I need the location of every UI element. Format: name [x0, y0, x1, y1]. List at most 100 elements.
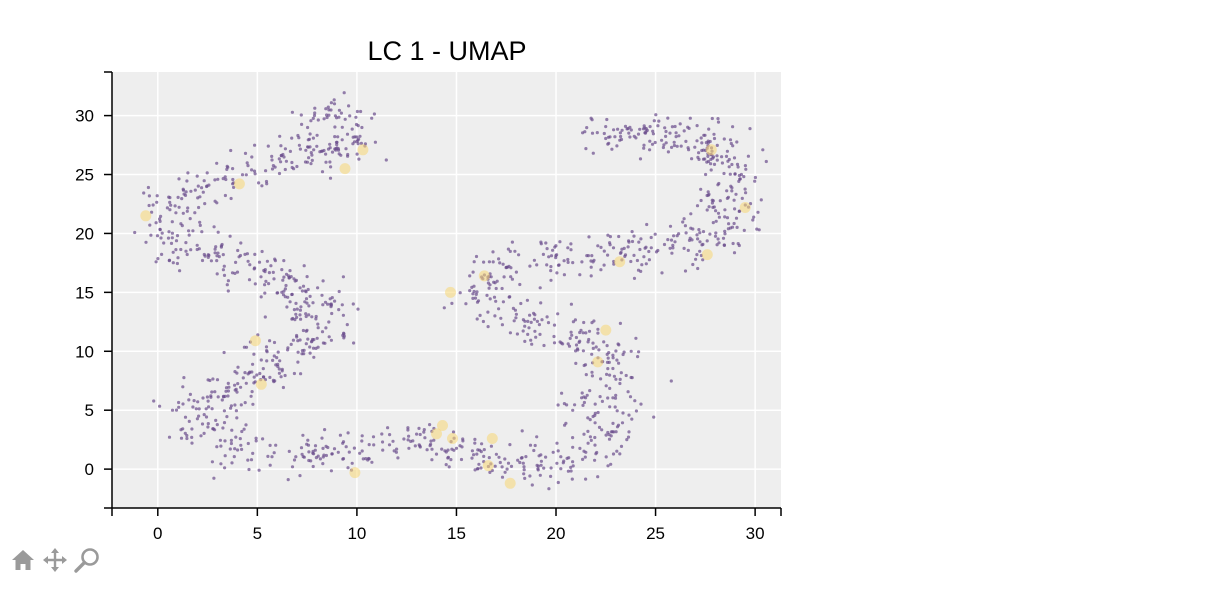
scatter-point — [712, 162, 717, 166]
scatter-point — [545, 263, 549, 267]
scatter-point — [406, 438, 410, 442]
scatter-point — [700, 141, 704, 145]
scatter-point — [299, 305, 303, 309]
scatter-point — [177, 177, 181, 181]
scatter-point — [569, 469, 573, 473]
scatter-point — [693, 145, 697, 149]
scatter-point — [301, 284, 306, 288]
scatter-point — [195, 247, 199, 252]
scatter-point — [630, 417, 634, 421]
scatter-point — [638, 157, 643, 161]
scatter-point — [370, 460, 374, 464]
scatter-point — [304, 148, 308, 152]
scatter-point — [381, 448, 385, 452]
scatter-point — [155, 200, 159, 204]
y-tick-label: 15 — [75, 283, 94, 302]
scatter-point — [150, 210, 154, 214]
scatter-point — [544, 241, 548, 245]
scatter-point — [663, 126, 667, 130]
scatter-point — [272, 451, 276, 455]
scatter-point — [537, 323, 542, 327]
scatter-point — [528, 264, 532, 268]
scatter-point — [388, 433, 392, 437]
move-arrows-icon — [43, 548, 67, 572]
scatter-point — [475, 300, 480, 304]
scatter-point — [595, 450, 599, 455]
scatter-point — [175, 234, 180, 238]
scatter-point — [283, 373, 287, 378]
scatter-point — [542, 466, 546, 470]
pan-button[interactable] — [40, 544, 70, 576]
scatter-point — [188, 392, 192, 396]
scatter-point — [217, 255, 221, 259]
scatter-point — [756, 210, 760, 214]
scatter-point — [191, 229, 195, 233]
scatter-point — [170, 236, 174, 240]
scatter-point — [666, 150, 671, 154]
scatter-point — [359, 141, 363, 145]
scatter-point — [216, 177, 220, 181]
scatter-point — [265, 359, 269, 363]
scatter-point — [595, 131, 599, 135]
reset-view-button[interactable] — [8, 544, 38, 576]
scatter-point — [606, 142, 610, 146]
scatter-point — [606, 253, 610, 257]
scatter-point — [482, 454, 486, 458]
scatter-point — [662, 242, 667, 247]
scatter-point — [687, 238, 692, 242]
scatter-point — [343, 117, 347, 121]
scatter-point — [613, 405, 617, 409]
y-tick-label: 10 — [75, 342, 94, 361]
scatter-point — [323, 428, 327, 432]
scatter-point — [503, 470, 507, 474]
scatter-point — [321, 446, 325, 450]
scatter-point — [506, 247, 510, 251]
scatter-point — [246, 259, 250, 263]
scatter-point — [697, 157, 701, 161]
scatter-point — [262, 375, 266, 379]
scatter-point — [474, 254, 479, 259]
scatter-point — [222, 350, 226, 355]
scatter-point — [583, 363, 588, 367]
zoom-button[interactable] — [72, 544, 102, 576]
scatter-point — [286, 346, 290, 350]
scatter-point — [309, 119, 313, 123]
scatter-point — [619, 444, 624, 448]
scatter-point — [587, 235, 591, 239]
scatter-point — [503, 457, 507, 461]
scatter-point — [608, 235, 613, 239]
scatter-point — [228, 447, 232, 451]
scatter-point — [698, 231, 702, 235]
scatter-point — [219, 462, 223, 466]
scatter-point — [573, 403, 577, 407]
scatter-point — [311, 301, 315, 305]
scatter-point — [571, 436, 575, 440]
scatter-point — [661, 145, 666, 150]
scatter-point — [313, 106, 317, 110]
scatter-point — [643, 131, 648, 135]
scatter-point — [707, 127, 711, 131]
scatter-point — [280, 268, 284, 272]
scatter-point — [253, 252, 257, 256]
scatter-point — [230, 461, 234, 465]
scatter-point — [147, 194, 151, 198]
scatter-point — [701, 258, 705, 262]
scatter-point — [176, 256, 180, 260]
scatter-point — [278, 359, 282, 363]
scatter-point — [642, 146, 646, 150]
scatter-point — [358, 451, 362, 455]
y-tick-label: 0 — [85, 460, 94, 479]
scatter-point — [300, 289, 304, 293]
scatter-point — [742, 175, 746, 179]
scatter-point — [699, 187, 703, 191]
scatter-point — [309, 151, 313, 155]
scatter-point — [275, 291, 279, 295]
scatter-point — [162, 241, 166, 245]
scatter-point — [585, 393, 589, 397]
scatter-point — [534, 335, 538, 339]
scatter-point — [246, 458, 250, 462]
scatter-point — [430, 447, 434, 451]
scatter-point — [337, 308, 341, 312]
highlight-point — [233, 178, 245, 190]
scatter-point — [657, 119, 661, 123]
